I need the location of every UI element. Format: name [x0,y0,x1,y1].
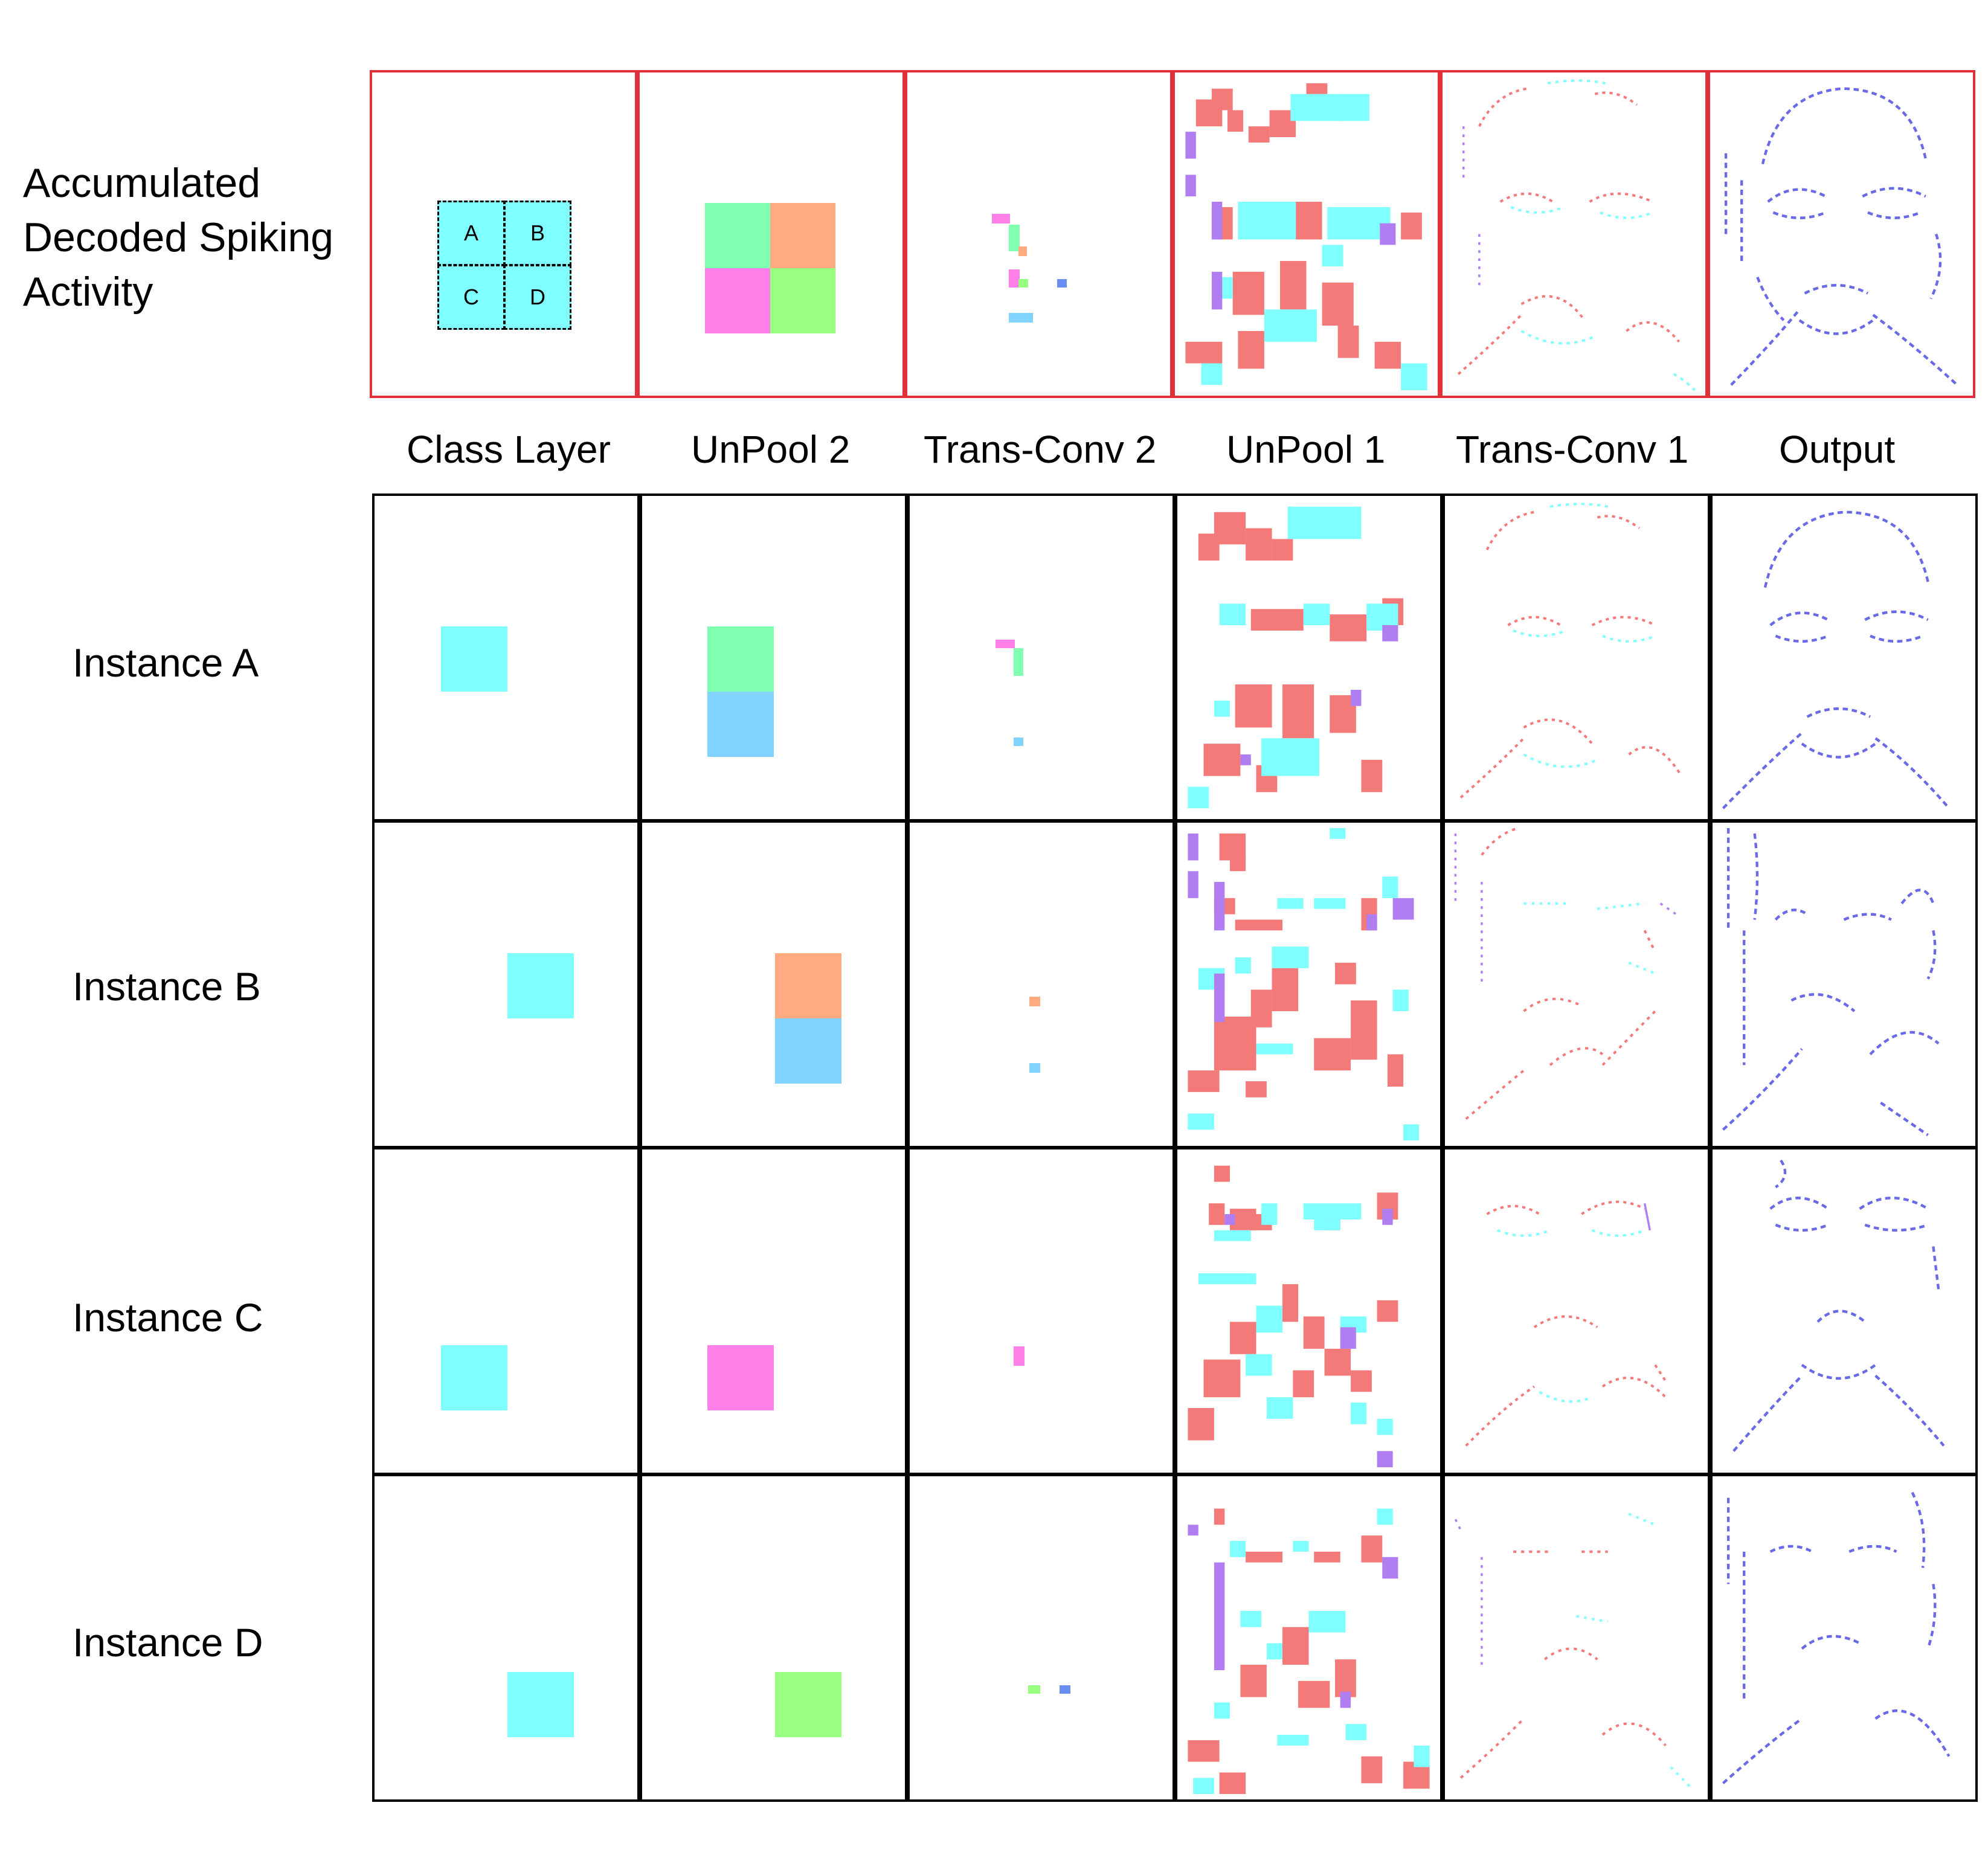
label-line-2: Decoded Spiking [23,214,334,260]
col-label-trans-conv-1: Trans-Conv 1 [1456,428,1689,471]
unpool2-block-bl [705,268,770,333]
tc2-spike [1060,1685,1070,1694]
tc2-spike [1018,279,1028,288]
instance-a-unpool-1-cell [1175,493,1443,821]
accumulated-class-layer-cell: A B C D [370,70,637,398]
instance-d-class-layer-cell [372,1474,640,1802]
instance-c-output-cell [1710,1147,1978,1475]
class-cell-b: B [504,201,571,266]
instance-d-label: Instance D [72,1620,263,1665]
unpool1-pixel-map [1188,506,1404,809]
instance-b-unpool-2-cell [640,820,907,1148]
output-face-sketch [1722,510,1951,809]
unpool2-block-tr [770,203,835,268]
transconv1-spike-map [1454,826,1677,1120]
tc2-spike [996,640,1015,648]
tc2-spike [992,214,1010,223]
class-cell-d: D [504,265,571,330]
class-activation [507,1672,574,1737]
instance-b-unpool-1-cell [1175,820,1443,1148]
col-label-output: Output [1779,428,1896,471]
col-label-unpool-2: UnPool 2 [691,428,851,471]
accumulated-unpool-2-cell [637,70,905,398]
instance-b-trans-conv-1-cell [1443,820,1710,1148]
tc2-spike [1028,1685,1040,1694]
col-label-trans-conv-2: Trans-Conv 2 [924,428,1157,471]
instance-a-class-layer-cell [372,493,640,821]
unpool1-pixel-map [1188,1508,1430,1795]
instance-a-output-cell [1710,493,1978,821]
accumulated-activity-label: Accumulated Decoded Spiking Activity [23,156,333,319]
accumulated-trans-conv-1-cell [1440,70,1708,398]
label-line-1: Accumulated [23,160,261,206]
unpool1-pixel-map [1188,1165,1398,1468]
accumulated-trans-conv-2-cell [905,70,1173,398]
unpool2-block [775,1672,841,1737]
instance-d-trans-conv-2-cell [907,1474,1175,1802]
tc2-spike [1029,1063,1040,1073]
instance-d-unpool-1-cell [1175,1474,1443,1802]
output-face-sketch [1724,87,1958,386]
instance-c-unpool-2-cell [640,1147,907,1475]
instance-d-output-cell [1710,1474,1978,1802]
tc2-spike [1057,279,1067,288]
tc2-spike [1014,738,1023,746]
unpool2-block-br [770,268,835,333]
tc2-spike [1018,246,1027,256]
instance-a-unpool-2-cell [640,493,907,821]
unpool2-block [775,953,841,1018]
tc2-spike [1009,313,1033,323]
class-cell-c: C [437,265,505,330]
tc2-spike [1014,1346,1025,1366]
class-activation [441,1345,507,1410]
label-line-3: Activity [23,269,153,315]
transconv1-spike-map [1459,503,1683,799]
instance-c-class-layer-cell [372,1147,640,1475]
instance-b-output-cell [1710,820,1978,1148]
tc2-spike [1009,225,1020,251]
output-face-sketch [1722,828,1940,1137]
transconv1-spike-map [1465,1200,1667,1447]
accumulated-output-cell [1708,70,1975,398]
unpool2-block-tl [705,203,770,268]
tc2-spike [1029,997,1040,1006]
instance-a-trans-conv-1-cell [1443,493,1710,821]
instance-b-label: Instance B [72,964,261,1009]
unpool2-block [707,692,774,757]
output-face-sketch [1722,1491,1951,1784]
tc2-spike [1009,269,1020,288]
class-cell-a: A [437,201,505,266]
instance-a-trans-conv-2-cell [907,493,1175,821]
accumulated-unpool-1-cell [1173,70,1440,398]
unpool2-block [707,626,774,692]
class-activation [507,953,574,1018]
class-activation [441,626,507,692]
output-face-sketch [1732,1159,1945,1452]
instance-d-trans-conv-1-cell [1443,1474,1710,1802]
instance-c-trans-conv-2-cell [907,1147,1175,1475]
instance-a-label: Instance A [72,640,259,685]
instance-c-trans-conv-1-cell [1443,1147,1710,1475]
instance-b-trans-conv-2-cell [907,820,1175,1148]
instance-c-unpool-1-cell [1175,1147,1443,1475]
unpool2-block [707,1345,774,1410]
col-label-class-layer: Class Layer [407,428,611,471]
instance-d-unpool-2-cell [640,1474,907,1802]
instance-b-class-layer-cell [372,820,640,1148]
unpool2-block [775,1018,841,1084]
tc2-spike [1014,648,1023,676]
col-label-unpool-1: UnPool 1 [1226,428,1386,471]
unpool1-pixel-map [1185,83,1427,391]
transconv1-spike-map [1457,79,1696,391]
unpool1-pixel-map [1188,828,1420,1141]
transconv1-spike-map [1454,1513,1693,1790]
instance-c-label: Instance C [72,1295,263,1340]
